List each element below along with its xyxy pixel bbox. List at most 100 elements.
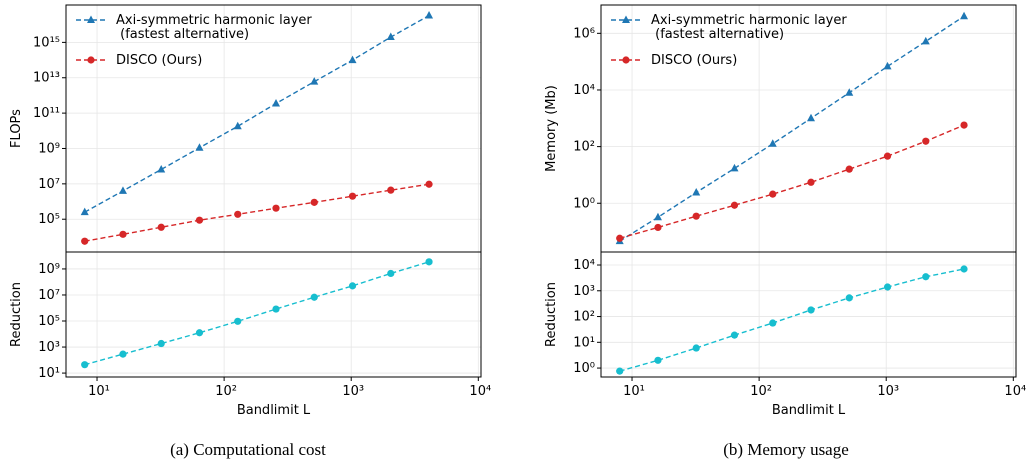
data-point (272, 98, 281, 107)
legend-marker (87, 56, 95, 64)
x-tick-label: 10⁴ (1004, 384, 1026, 399)
data-point (616, 367, 624, 375)
y-axis-label: Reduction (9, 282, 24, 347)
data-point (922, 273, 930, 281)
legend-label: DISCO (Ours) (651, 53, 737, 68)
data-point (118, 186, 127, 194)
data-point (348, 55, 357, 64)
y-tick-label: 10³ (573, 284, 595, 299)
x-tick-label: 10⁴ (469, 384, 491, 399)
data-point (960, 121, 968, 129)
x-tick-label: 10¹ (623, 384, 645, 399)
data-point (845, 165, 853, 173)
data-point (348, 192, 357, 200)
data-point (425, 258, 433, 266)
y-tick-label: 10² (573, 310, 595, 325)
data-point (157, 223, 165, 231)
y-tick-label: 10⁴ (573, 83, 595, 98)
data-point (81, 361, 89, 369)
y-tick-label: 10⁹ (38, 262, 60, 277)
plot-frame (600, 4, 1017, 253)
data-point (768, 139, 777, 147)
caption: (b) Memory usage (723, 440, 849, 459)
data-point (922, 137, 930, 145)
data-point (195, 143, 204, 151)
y-tick-label: 10⁷ (38, 177, 60, 192)
legend-label: Axi-symmetric harmonic layer (fastest al… (116, 13, 312, 42)
y-axis-label: FLOPs (9, 109, 24, 148)
data-point (80, 207, 89, 216)
data-point (807, 113, 816, 122)
data-point (234, 210, 242, 218)
x-tick-label: 10² (215, 384, 237, 399)
series-line (84, 261, 430, 366)
data-point (807, 178, 815, 186)
plot-frame (600, 251, 1017, 378)
data-point (692, 187, 701, 196)
y-tick-label: 10⁷ (38, 288, 60, 303)
data-point (654, 223, 662, 232)
data-point (157, 339, 165, 348)
y-tick-label: 10⁴ (573, 258, 595, 273)
legend-marker (622, 15, 630, 23)
data-point (272, 305, 280, 313)
data-point (310, 293, 318, 301)
x-tick-label: 10³ (877, 384, 899, 399)
data-point (310, 77, 319, 85)
plot-frame (65, 251, 482, 378)
data-point (616, 234, 624, 242)
data-point (195, 329, 204, 337)
data-point (119, 350, 127, 358)
data-point (387, 269, 395, 278)
x-axis-label: Bandlimit L (237, 403, 311, 418)
data-point (730, 201, 739, 209)
data-point (387, 186, 395, 194)
y-axis-label: Memory (Mb) (544, 85, 559, 172)
data-point (730, 331, 739, 339)
x-tick-label: 10² (750, 384, 772, 399)
y-axis-label: Reduction (544, 282, 559, 347)
data-point (119, 230, 127, 238)
series-line (619, 124, 965, 239)
y-tick-label: 10⁹ (38, 141, 60, 156)
y-tick-label: 10¹ (573, 335, 595, 350)
legend-marker (87, 15, 95, 23)
data-point (769, 190, 777, 198)
y-tick-label: 10¹¹ (33, 106, 60, 121)
data-point (769, 319, 777, 327)
series-line (619, 15, 965, 242)
data-point (692, 344, 700, 352)
data-point (81, 237, 89, 245)
data-point (386, 32, 395, 41)
data-point (883, 283, 892, 291)
y-tick-label: 10⁵ (38, 212, 60, 227)
data-point (654, 356, 662, 364)
y-tick-label: 10² (573, 140, 595, 155)
data-point (845, 88, 854, 96)
caption: (a) Computational cost (170, 440, 326, 459)
data-point (845, 294, 853, 302)
data-point (730, 163, 739, 172)
series-line (619, 268, 965, 372)
data-point (425, 11, 434, 19)
data-point (234, 317, 242, 325)
y-tick-label: 10¹³ (33, 71, 60, 86)
data-point (157, 164, 166, 173)
data-point (310, 198, 318, 206)
legend-marker (622, 56, 630, 64)
data-point (960, 265, 968, 273)
y-tick-label: 10⁶ (573, 26, 595, 41)
x-tick-label: 10³ (342, 384, 364, 399)
data-point (233, 121, 242, 130)
data-point (960, 11, 969, 20)
data-point (425, 180, 433, 188)
data-point (692, 212, 700, 220)
data-point (807, 306, 815, 314)
data-point (883, 61, 892, 70)
series-line (84, 183, 430, 242)
data-point (195, 216, 204, 224)
data-point (272, 204, 280, 212)
data-point (653, 212, 662, 221)
legend-label: DISCO (Ours) (116, 53, 202, 68)
